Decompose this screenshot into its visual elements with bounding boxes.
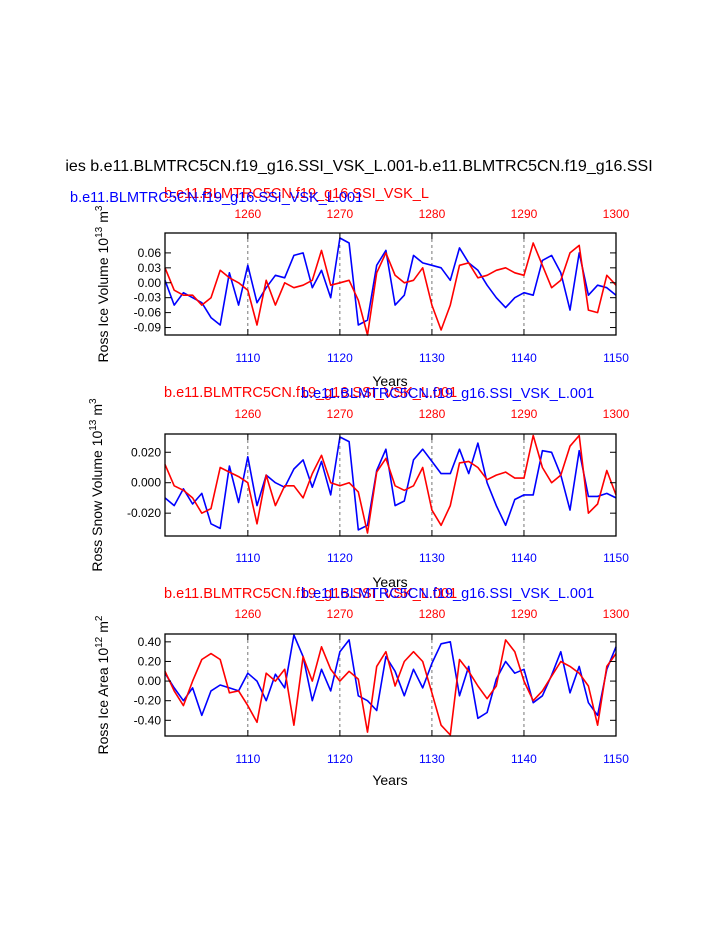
y-tick-label: -0.09 xyxy=(134,321,162,335)
x-tick-label-red: 1260 xyxy=(234,207,261,221)
blue-axis-title: b.e11.BLMTRC5CN.f19_g16.SSI_VSK_L.001 xyxy=(301,386,594,402)
y-tick-label: -0.020 xyxy=(127,506,161,520)
y-tick-label: 0.03 xyxy=(138,261,162,275)
y-label-exponent: 12 xyxy=(94,636,105,648)
x-tick-label-red: 1300 xyxy=(603,207,630,221)
blue-axis-title: b.e11.BLMTRC5CN.f19_g16.SSI_VSK_L.001 xyxy=(70,190,363,206)
y-label-unit-exponent: 3 xyxy=(88,398,99,404)
series-line xyxy=(164,634,617,720)
x-tick-label-red: 1290 xyxy=(511,407,538,421)
y-tick-label: 0.00 xyxy=(138,276,162,290)
x-tick-label-blue: 1150 xyxy=(603,351,629,365)
y-tick-label: -0.40 xyxy=(134,713,162,727)
y-label-exponent: 13 xyxy=(94,226,105,238)
plot-frame xyxy=(164,232,617,336)
y-axis-label: Ross Snow Volume 1013 m3 xyxy=(88,398,105,572)
y-label-unit: m xyxy=(95,211,111,223)
x-axis-label: Years xyxy=(372,772,407,788)
x-tick-label-blue: 1110 xyxy=(235,752,260,766)
series-line xyxy=(164,436,617,531)
x-tick-label-red: 1280 xyxy=(419,207,446,221)
y-label-text: Ross Snow Volume 10 xyxy=(89,431,105,572)
y-tick-label: 0.20 xyxy=(138,654,162,668)
plot-frame xyxy=(164,433,617,537)
series-blue xyxy=(164,237,617,326)
red-axis-title: b.e11.BLMTRC5CN.f19_g16.SSI_VSK_L.001 xyxy=(164,385,457,401)
x-tick-label-blue: 1120 xyxy=(327,752,353,766)
series-line xyxy=(164,242,617,336)
x-tick-label-red: 1300 xyxy=(603,607,630,621)
y-tick-label: 0.06 xyxy=(138,246,162,260)
x-tick-label-blue: 1130 xyxy=(419,551,445,565)
series-line xyxy=(164,639,617,736)
y-label-unit-exponent: 3 xyxy=(94,205,105,211)
y-label-unit-exponent: 2 xyxy=(94,615,105,621)
x-tick-label-blue: 1150 xyxy=(603,551,629,565)
series-line xyxy=(164,434,617,534)
y-label-text: Ross Ice Volume 10 xyxy=(95,238,111,363)
chart-panel-1: -0.09-0.06-0.030.000.030.06 1110 1120 1130 1… xyxy=(70,186,630,389)
red-axis-title: b.e11.BLMTRC5CN.f19_g16.SSI_VSK_L.001 xyxy=(164,586,457,602)
series-red xyxy=(164,639,617,736)
x-tick-label-red: 1260 xyxy=(234,607,261,621)
x-tick-label-blue: 1140 xyxy=(511,351,537,365)
x-tick-label-blue: 1120 xyxy=(327,551,353,565)
chart-panel-2: -0.020 0.000 0.020 1110 1120 1130 1140 1150 1260… xyxy=(88,385,630,590)
x-tick-label-blue: 1110 xyxy=(235,351,260,365)
series-blue xyxy=(164,436,617,531)
x-tick-label-blue: 1130 xyxy=(419,752,445,766)
y-tick-label: 0.020 xyxy=(131,445,161,459)
chart-panel-3: -0.40 -0.20 0.00 0.20 0.40 1110 1120 1130 1140 11… xyxy=(94,586,630,788)
y-label-exponent: 13 xyxy=(88,419,99,431)
x-tick-label-blue: 1110 xyxy=(235,551,260,565)
blue-axis-title: b.e11.BLMTRC5CN.f19_g16.SSI_VSK_L.001 xyxy=(301,586,594,602)
x-tick-label-blue: 1130 xyxy=(419,351,445,365)
plot-frame xyxy=(164,633,617,737)
x-tick-label-red: 1290 xyxy=(511,607,538,621)
y-axis-label: Ross Ice Volume 1013 m3 xyxy=(94,205,111,362)
y-label-text: Ross Ice Area 10 xyxy=(95,648,111,755)
x-tick-label-red: 1280 xyxy=(419,407,446,421)
y-tick-label: 0.00 xyxy=(138,674,162,688)
series-line xyxy=(164,237,617,326)
y-tick-label: -0.20 xyxy=(134,694,162,708)
x-tick-label-red: 1280 xyxy=(419,607,446,621)
y-tick-label: 0.40 xyxy=(138,635,162,649)
x-tick-label-red: 1300 xyxy=(603,407,630,421)
main-title: ies b.e11.BLMTRC5CN.f19_g16.SSI_VSK_L.00… xyxy=(65,158,652,175)
x-tick-label-red: 1290 xyxy=(511,207,538,221)
x-tick-label-red: 1270 xyxy=(327,607,354,621)
x-axis-label: Years xyxy=(372,574,407,590)
x-tick-label-blue: 1150 xyxy=(603,752,629,766)
series-blue xyxy=(164,634,617,720)
x-tick-label-blue: 1140 xyxy=(511,551,537,565)
y-tick-label: -0.03 xyxy=(134,291,162,305)
series-red xyxy=(164,434,617,534)
x-tick-label-red: 1270 xyxy=(327,407,354,421)
red-axis-title: b.e11.BLMTRC5CN.f19_g16.SSI_VSK_L xyxy=(164,186,429,202)
x-tick-label-red: 1270 xyxy=(327,207,354,221)
x-tick-label-red: 1260 xyxy=(234,407,261,421)
x-axis-label: Years xyxy=(372,373,407,389)
y-axis-label: Ross Ice Area 1012 m2 xyxy=(94,615,111,754)
y-label-unit: m xyxy=(95,621,111,633)
y-tick-label: 0.000 xyxy=(131,476,161,490)
y-label-unit: m xyxy=(89,404,105,416)
series-red xyxy=(164,242,617,336)
x-tick-label-blue: 1140 xyxy=(511,752,537,766)
x-tick-label-blue: 1120 xyxy=(327,351,353,365)
y-tick-label: -0.06 xyxy=(134,306,162,320)
